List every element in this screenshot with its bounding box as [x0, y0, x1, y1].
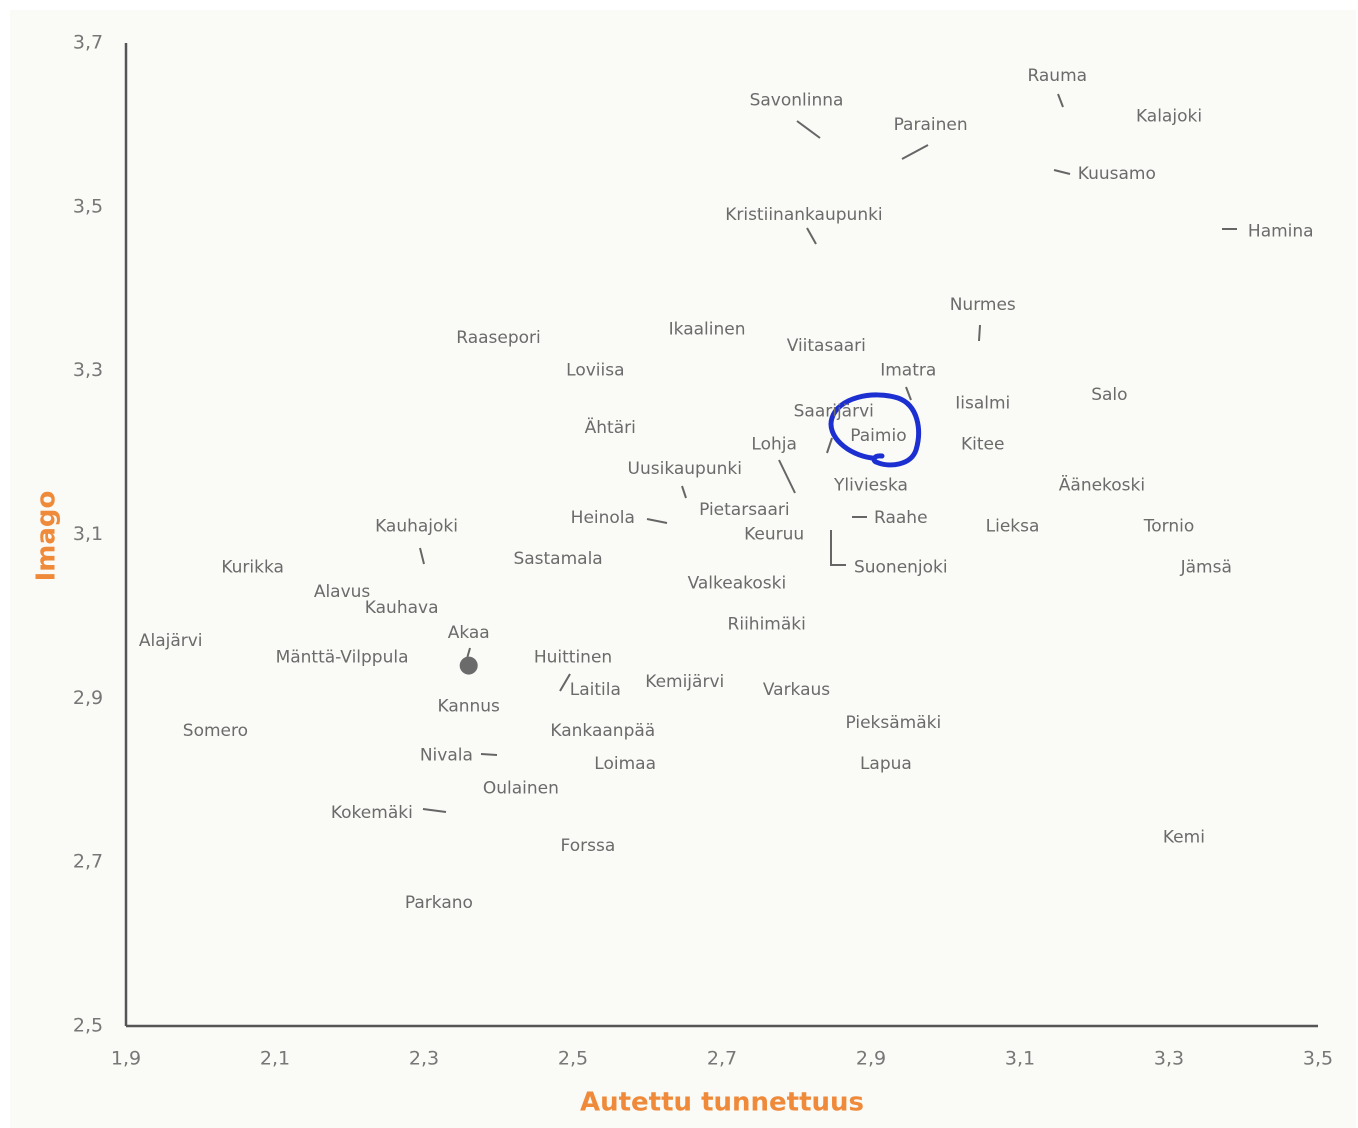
point-label: Ikaalinen [669, 320, 746, 340]
leader-line [480, 753, 498, 756]
point-label: Forssa [561, 836, 616, 856]
point-label: Pietarsaari [699, 500, 790, 520]
point-label: Loviisa [566, 361, 624, 381]
point-label: Huittinen [534, 647, 612, 667]
point-label: Raahe [874, 508, 928, 528]
point-label: Uusikaupunki [628, 459, 742, 479]
point-label: Kuusamo [1078, 164, 1156, 184]
x-tick-label: 1,9 [111, 1048, 141, 1070]
leader-line [978, 324, 981, 342]
point-label: Pieksämäki [845, 713, 941, 733]
point-label: Kitee [961, 434, 1004, 454]
point-label: Kristiinankaupunki [725, 205, 882, 225]
point-label: Sastamala [513, 549, 602, 569]
point-label: Alajärvi [139, 631, 203, 651]
point-label: Imatra [880, 361, 936, 381]
point-label: Savonlinna [750, 90, 844, 110]
x-tick-label: 2,1 [260, 1048, 290, 1070]
x-tick-label: 3,3 [1154, 1048, 1184, 1070]
leader-line [646, 518, 668, 524]
leader-line [778, 459, 796, 494]
point-label: Kauhajoki [375, 516, 458, 536]
point-label: Tornio [1143, 516, 1195, 536]
point-label: Nurmes [950, 295, 1016, 315]
point-label: Parainen [894, 115, 968, 135]
highlight-point [459, 656, 478, 675]
y-axis-title: Imago [32, 491, 62, 582]
point-label: Kankaanpää [550, 721, 655, 741]
point-label: Lieksa [986, 516, 1040, 536]
point-label: Ähtäri [585, 417, 636, 438]
point-label: Paimio [850, 426, 906, 446]
leader-line [422, 808, 447, 813]
point-label: Rauma [1027, 66, 1087, 86]
leader-lines [419, 93, 1237, 813]
leader-line [905, 386, 912, 401]
leader-line [419, 547, 425, 565]
point-label: Viitasaari [787, 336, 866, 356]
point-label: Varkaus [763, 680, 830, 700]
point-label: Loimaa [594, 754, 656, 774]
point-label: Ylivieska [833, 475, 908, 495]
point-label: Valkeakoski [688, 574, 787, 594]
point-label: Laitila [570, 680, 621, 700]
point-label: Suonenjoki [854, 557, 948, 577]
point-label: Kauhava [365, 598, 439, 618]
y-tick-label: 2,7 [73, 851, 103, 873]
leader-line [681, 485, 687, 499]
point-label: Äänekoski [1059, 474, 1145, 495]
point-label: Kokemäki [331, 803, 413, 823]
y-tick-label: 3,1 [73, 523, 103, 545]
point-label: Iisalmi [955, 393, 1010, 413]
point-label: Heinola [571, 508, 635, 528]
point-label: Lapua [860, 754, 912, 774]
point-label: Raasepori [456, 328, 541, 348]
point-label: Kalajoki [1136, 107, 1202, 127]
leader-line [826, 437, 833, 454]
y-tick-label: 3,7 [73, 32, 103, 54]
chart-background [10, 10, 1356, 1128]
point-label: Saarijärvi [794, 402, 874, 422]
y-tick-label: 2,5 [73, 1015, 103, 1037]
leader-line [1053, 169, 1071, 175]
x-axis-title: Autettu tunnettuus [580, 1088, 864, 1118]
leader-line [830, 530, 846, 566]
x-tick-label: 3,5 [1303, 1048, 1333, 1070]
y-tick-label: 3,3 [73, 359, 103, 381]
leader-line [806, 227, 817, 245]
point-label: Kemi [1163, 828, 1205, 848]
point-label: Lohja [751, 434, 797, 454]
point-label: Riihimäki [728, 615, 806, 635]
x-tick-label: 3,1 [1005, 1048, 1035, 1070]
point-label: Jämsä [1180, 557, 1232, 577]
x-tick-label: 2,3 [409, 1048, 439, 1070]
x-tick-label: 2,7 [707, 1048, 737, 1070]
point-label: Alavus [314, 582, 371, 602]
x-tick-label: 2,5 [558, 1048, 588, 1070]
point-label: Hamina [1248, 221, 1314, 241]
point-label: Akaa [448, 623, 490, 643]
point-label: Parkano [405, 893, 473, 913]
annotation-circle [828, 392, 921, 468]
point-label: Somero [183, 721, 248, 741]
leader-line [796, 120, 821, 139]
leader-line [901, 144, 929, 160]
point-label: Kemijärvi [645, 672, 724, 692]
point-label: Keuruu [744, 525, 804, 545]
point-label: Kurikka [221, 557, 284, 577]
point-label: Salo [1091, 385, 1127, 405]
y-tick-label: 2,9 [73, 687, 103, 709]
point-label: Nivala [420, 746, 473, 766]
point-label: Oulainen [483, 778, 559, 798]
point-label: Kannus [437, 697, 500, 717]
leader-line [559, 673, 571, 692]
leader-line [1057, 93, 1064, 108]
x-tick-label: 2,9 [856, 1048, 886, 1070]
y-tick-label: 3,5 [73, 195, 103, 217]
point-label: Mänttä-Vilppula [276, 647, 409, 667]
